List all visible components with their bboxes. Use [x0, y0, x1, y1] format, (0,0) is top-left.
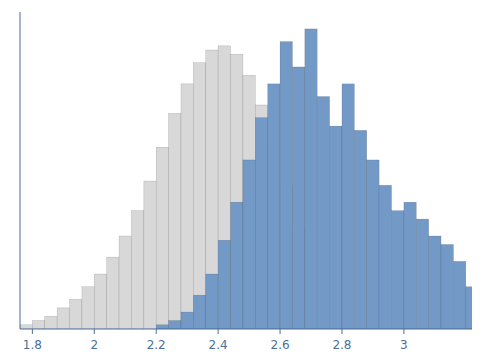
histogram-bar	[392, 211, 404, 329]
y-axis-line	[20, 12, 21, 329]
histogram-bar	[193, 295, 205, 329]
histogram-bar	[255, 118, 267, 329]
histogram-bar	[354, 130, 366, 329]
x-tick	[94, 329, 95, 334]
series	[156, 29, 472, 329]
histogram-bar	[169, 113, 181, 329]
histogram-bar	[156, 325, 168, 329]
histogram-bar	[342, 84, 354, 329]
histogram-bar	[231, 54, 243, 329]
histogram-bar	[218, 240, 230, 329]
histogram-bar	[280, 42, 292, 329]
histogram-bar	[32, 321, 44, 329]
histogram-bar	[367, 160, 379, 329]
histogram-bar	[268, 84, 280, 329]
histogram-bar	[45, 316, 57, 329]
x-tick-label: 2.8	[332, 338, 351, 352]
x-tick-label: 1.8	[23, 338, 42, 352]
x-tick-label: 2.2	[147, 338, 166, 352]
histogram-bar	[107, 257, 119, 329]
x-tick	[341, 329, 342, 334]
x-tick-label: 2.6	[271, 338, 290, 352]
x-tick-label: 2.4	[209, 338, 228, 352]
histogram-bar	[82, 287, 94, 329]
x-tick	[32, 329, 33, 334]
histogram-bar	[70, 299, 82, 329]
histogram-bar	[206, 50, 218, 329]
histogram-bar	[206, 274, 218, 329]
histogram-bar	[453, 261, 465, 329]
histogram-bar	[94, 274, 106, 329]
x-tick	[156, 329, 157, 334]
series	[20, 46, 305, 329]
histogram-bar	[255, 105, 267, 329]
histogram-bar	[429, 236, 441, 329]
histogram-bar	[305, 29, 317, 329]
histogram-bar	[243, 160, 255, 329]
histogram-bar	[131, 211, 143, 329]
histogram-bar	[193, 63, 205, 329]
histogram-bar	[218, 46, 230, 329]
chart: 1.8 2 2.2 2.4 2.6 2.8 3	[0, 0, 484, 363]
histogram-bar	[404, 202, 416, 329]
histogram-bar	[416, 219, 428, 329]
plot-area	[20, 29, 472, 329]
x-tick-label: 3	[400, 338, 408, 352]
x-tick	[280, 329, 281, 334]
x-tick-label: 2	[90, 338, 98, 352]
histogram-bar	[169, 321, 181, 329]
histogram-bar	[292, 67, 304, 329]
histogram-bar	[441, 244, 453, 329]
histogram-bar	[57, 308, 69, 329]
x-tick	[218, 329, 219, 334]
histogram-bar	[330, 126, 342, 329]
histogram-bar	[181, 312, 193, 329]
histogram-bar	[231, 202, 243, 329]
x-tick	[403, 329, 404, 334]
histogram-bar	[156, 147, 168, 329]
histogram-bar	[317, 97, 329, 329]
histogram-bar	[20, 325, 32, 329]
histogram-bar	[144, 181, 156, 329]
histogram-bar	[119, 236, 131, 329]
histogram-bar	[181, 84, 193, 329]
histogram-bar	[466, 287, 472, 329]
histogram-bar	[379, 185, 391, 329]
histogram-bar	[243, 75, 255, 329]
